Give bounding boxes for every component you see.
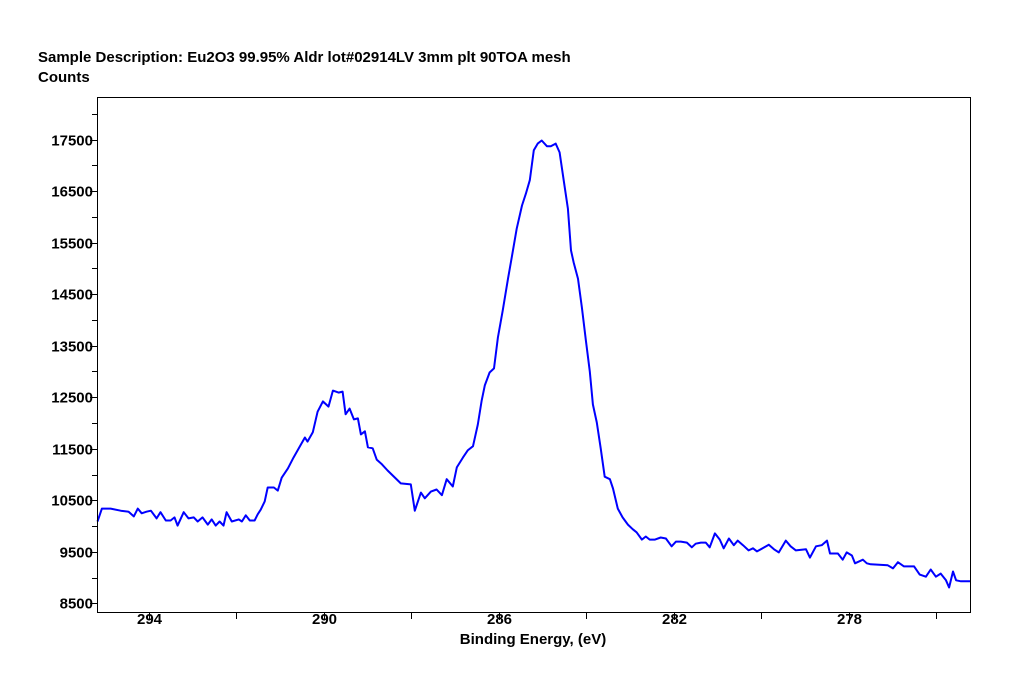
y-tick-label: 16500 (51, 184, 93, 201)
x-axis-label: Binding Energy, (eV) (460, 631, 606, 648)
series-line-eu2o3 (96, 139, 971, 589)
x-tick-label: 286 (487, 611, 512, 628)
plot-frame (97, 97, 971, 613)
y-tick-label: 12500 (51, 390, 93, 407)
chart-title: Sample Description: Eu2O3 99.95% Aldr lo… (38, 49, 571, 66)
x-tick-label: 282 (662, 611, 687, 628)
y-tick-label: 10500 (51, 493, 93, 510)
y-tick-label: 15500 (51, 236, 93, 253)
y-tick-label: 8500 (60, 596, 93, 613)
y-tick-label: 11500 (52, 442, 93, 459)
y-axis-label: Counts (38, 69, 90, 86)
x-tick-label: 290 (312, 611, 337, 628)
y-tick-label: 9500 (60, 545, 93, 562)
x-tick-label: 278 (837, 611, 862, 628)
y-tick-label: 13500 (51, 339, 93, 356)
y-tick-label: 17500 (51, 133, 93, 150)
x-tick-label: 294 (137, 611, 163, 628)
y-tick-label: 14500 (51, 287, 93, 304)
